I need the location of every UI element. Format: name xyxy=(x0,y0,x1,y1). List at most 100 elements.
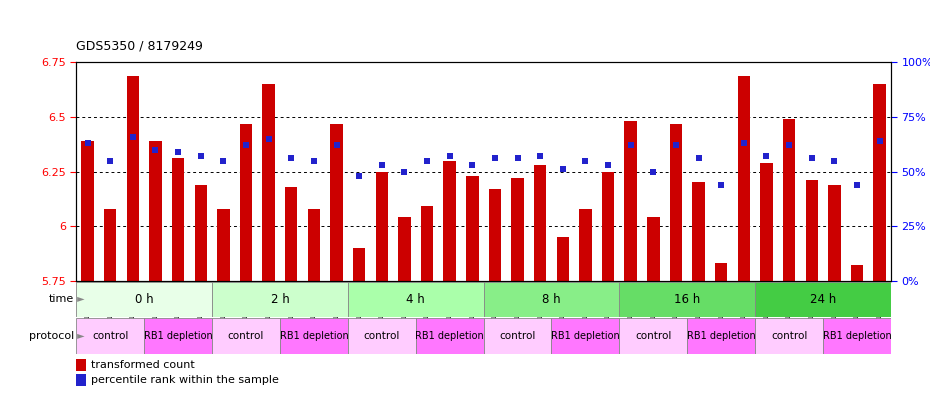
Bar xyxy=(851,265,863,281)
Bar xyxy=(149,141,162,281)
Text: 8 h: 8 h xyxy=(542,293,561,306)
Bar xyxy=(212,318,280,354)
Point xyxy=(80,140,95,146)
Bar xyxy=(172,158,184,281)
Bar xyxy=(240,123,252,281)
Text: 16 h: 16 h xyxy=(674,293,700,306)
Bar xyxy=(737,75,751,281)
Point xyxy=(306,158,321,164)
Bar xyxy=(755,282,891,317)
Bar xyxy=(126,75,140,281)
Point xyxy=(374,162,389,168)
Point xyxy=(487,155,502,162)
Bar xyxy=(330,123,343,281)
Bar xyxy=(262,84,275,281)
Bar xyxy=(783,119,795,281)
Text: control: control xyxy=(228,331,264,341)
Bar xyxy=(76,282,212,317)
Bar xyxy=(512,178,524,281)
Bar xyxy=(144,318,212,354)
Text: RB1 depletion: RB1 depletion xyxy=(280,331,348,341)
Bar xyxy=(760,163,773,281)
Text: control: control xyxy=(635,331,671,341)
Text: RB1 depletion: RB1 depletion xyxy=(551,331,619,341)
Text: control: control xyxy=(364,331,400,341)
Bar xyxy=(398,217,411,281)
Point xyxy=(510,155,525,162)
Text: 4 h: 4 h xyxy=(406,293,425,306)
Bar xyxy=(556,237,569,281)
Bar xyxy=(376,172,388,281)
Text: 2 h: 2 h xyxy=(271,293,289,306)
Point xyxy=(872,138,887,144)
Point xyxy=(691,155,706,162)
Bar xyxy=(420,206,433,281)
Text: time: time xyxy=(49,294,74,305)
Bar xyxy=(619,282,755,317)
Text: percentile rank within the sample: percentile rank within the sample xyxy=(91,375,279,385)
Bar xyxy=(81,141,94,281)
Text: protocol: protocol xyxy=(29,331,74,341)
Text: control: control xyxy=(92,331,128,341)
Text: 0 h: 0 h xyxy=(135,293,153,306)
Bar xyxy=(280,318,348,354)
Point xyxy=(713,182,728,188)
Bar xyxy=(416,318,484,354)
Bar xyxy=(828,185,841,281)
Point xyxy=(329,142,344,149)
Bar xyxy=(551,318,619,354)
Bar xyxy=(715,263,727,281)
Bar xyxy=(534,165,547,281)
Text: control: control xyxy=(499,331,536,341)
Point xyxy=(781,142,796,149)
Point xyxy=(669,142,684,149)
Point xyxy=(645,169,660,175)
Bar xyxy=(624,121,637,281)
Bar xyxy=(76,359,86,371)
Bar xyxy=(285,187,298,281)
Point xyxy=(737,140,751,146)
Bar xyxy=(348,318,416,354)
Bar xyxy=(823,318,891,354)
Point xyxy=(284,155,299,162)
Bar xyxy=(488,189,501,281)
Bar xyxy=(212,282,348,317)
Point xyxy=(759,153,774,160)
Bar xyxy=(76,374,86,386)
Bar xyxy=(647,217,659,281)
Text: RB1 depletion: RB1 depletion xyxy=(144,331,212,341)
Bar xyxy=(805,180,818,281)
Bar xyxy=(348,282,484,317)
Bar xyxy=(194,185,207,281)
Point xyxy=(827,158,842,164)
Bar xyxy=(687,318,755,354)
Bar xyxy=(466,176,479,281)
Text: RB1 depletion: RB1 depletion xyxy=(687,331,755,341)
Point xyxy=(397,169,412,175)
Bar xyxy=(76,318,144,354)
Point xyxy=(238,142,253,149)
Bar xyxy=(755,318,823,354)
Text: GDS5350 / 8179249: GDS5350 / 8179249 xyxy=(76,40,203,53)
Text: RB1 depletion: RB1 depletion xyxy=(823,331,891,341)
Point xyxy=(623,142,638,149)
Bar xyxy=(692,182,705,281)
Point xyxy=(533,153,548,160)
Point xyxy=(352,173,366,179)
Point xyxy=(442,153,457,160)
Point xyxy=(193,153,208,160)
Bar xyxy=(873,84,886,281)
Bar xyxy=(670,123,683,281)
Text: transformed count: transformed count xyxy=(91,360,194,370)
Point xyxy=(465,162,480,168)
Bar xyxy=(444,161,456,281)
Bar xyxy=(217,209,230,281)
Bar xyxy=(104,209,116,281)
Bar xyxy=(579,209,591,281)
Bar xyxy=(308,209,320,281)
Point xyxy=(171,149,186,155)
Point xyxy=(578,158,592,164)
Point xyxy=(126,134,140,140)
Point xyxy=(148,147,163,153)
Point xyxy=(419,158,434,164)
